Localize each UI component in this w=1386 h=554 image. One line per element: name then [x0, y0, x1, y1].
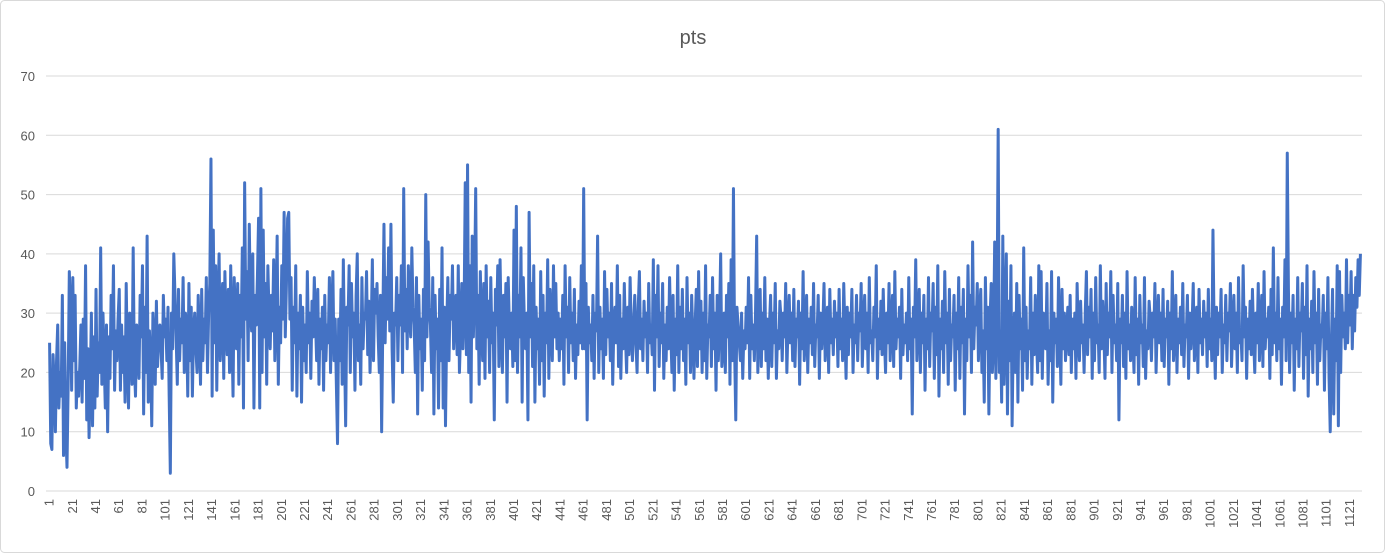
x-tick-label: 881	[1063, 499, 1078, 521]
x-tick-label: 81	[134, 499, 149, 513]
x-tick-label: 281	[367, 499, 382, 521]
x-tick-label: 741	[901, 499, 916, 521]
x-tick-label: 1021	[1226, 499, 1241, 528]
x-tick-label: 801	[970, 499, 985, 521]
y-tick-label: 0	[28, 484, 35, 499]
y-tick-label: 60	[21, 128, 35, 143]
x-tick-label: 981	[1179, 499, 1194, 521]
x-tick-label: 161	[227, 499, 242, 521]
x-tick-label: 41	[88, 499, 103, 513]
x-tick-label: 701	[854, 499, 869, 521]
y-tick-label: 40	[21, 247, 35, 262]
y-tick-label: 50	[21, 188, 35, 203]
x-tick-label: 761	[924, 499, 939, 521]
x-tick-label: 181	[251, 499, 266, 521]
x-tick-label: 861	[1040, 499, 1055, 521]
x-tick-label: 61	[111, 499, 126, 513]
x-tick-label: 1101	[1319, 499, 1334, 527]
x-tick-label: 341	[436, 499, 451, 521]
y-tick-label: 70	[21, 69, 35, 84]
y-tick-label: 20	[21, 365, 35, 380]
y-tick-label: 10	[21, 425, 35, 440]
x-tick-label: 201	[274, 499, 289, 521]
x-tick-label: 301	[390, 499, 405, 521]
x-tick-label: 461	[576, 499, 591, 521]
x-tick-label: 381	[483, 499, 498, 521]
x-tick-label: 781	[947, 499, 962, 521]
x-tick-label: 581	[715, 499, 730, 521]
x-tick-label: 681	[831, 499, 846, 521]
data-line	[48, 127, 1362, 475]
x-tick-label: 941	[1133, 499, 1148, 521]
x-tick-label: 961	[1156, 499, 1171, 521]
x-tick-label: 641	[785, 499, 800, 521]
x-tick-label: 241	[320, 499, 335, 521]
chart-title: pts	[680, 27, 707, 49]
x-tick-label: 141	[204, 499, 219, 521]
x-tick-label: 621	[761, 499, 776, 521]
x-tick-label: 481	[599, 499, 614, 521]
x-tick-label: 1061	[1272, 499, 1287, 528]
x-tick-label: 721	[878, 499, 893, 521]
x-tick-label: 561	[692, 499, 707, 521]
x-tick-label: 421	[529, 499, 544, 521]
x-tick-label: 261	[343, 499, 358, 521]
x-tick-label: 1121	[1342, 499, 1357, 527]
x-tick-label: 601	[738, 499, 753, 521]
x-tick-label: 541	[669, 499, 684, 521]
y-tick-label: 30	[21, 306, 35, 321]
x-tick-label: 221	[297, 499, 312, 521]
x-tick-label: 1041	[1249, 499, 1264, 528]
x-tick-label: 441	[552, 499, 567, 521]
x-tick-label: 841	[1017, 499, 1032, 521]
x-tick-label: 401	[506, 499, 521, 521]
x-tick-label: 321	[413, 499, 428, 521]
x-tick-label: 1001	[1203, 499, 1218, 528]
x-tick-label: 361	[460, 499, 475, 521]
x-tick-label: 1081	[1296, 499, 1311, 528]
x-tick-label: 1	[42, 499, 57, 506]
x-tick-label: 21	[65, 499, 80, 513]
x-tick-label: 101	[158, 499, 173, 521]
x-tick-label: 661	[808, 499, 823, 521]
x-tick-label: 921	[1110, 499, 1125, 521]
x-tick-label: 901	[1087, 499, 1102, 521]
x-tick-label: 821	[994, 499, 1009, 521]
x-tick-label: 501	[622, 499, 637, 521]
x-tick-label: 121	[181, 499, 196, 521]
x-tick-label: 521	[645, 499, 660, 521]
